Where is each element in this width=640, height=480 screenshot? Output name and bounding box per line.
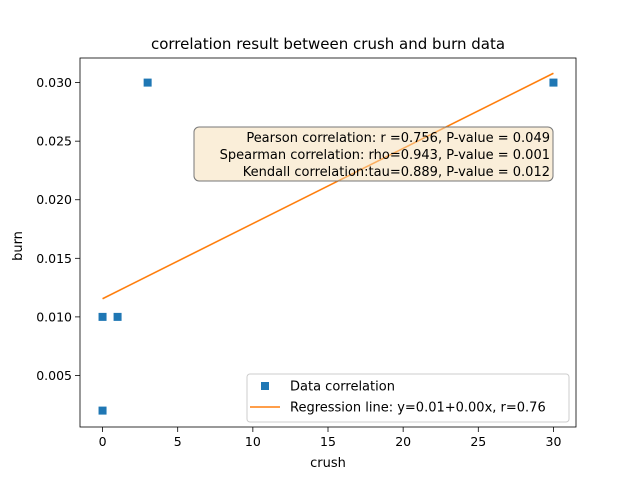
stats-annotation-line: Kendall correlation:tau=0.889, P-value =… [243,165,550,180]
x-tick-label: 15 [320,434,336,449]
x-tick-label: 30 [546,434,562,449]
x-tick-label: 0 [99,434,107,449]
y-tick-label: 0.015 [36,251,72,266]
y-axis-label: burn [11,231,26,261]
x-tick-label: 25 [470,434,486,449]
legend-entry-label: Regression line: y=0.01+0.00x, r=0.76 [290,401,546,416]
data-point [549,78,558,87]
x-tick-label: 10 [245,434,261,449]
axes-background [80,58,576,427]
stats-annotation-box [193,126,554,182]
x-axis-label: crush [310,456,346,471]
x-tick-label: 5 [174,434,182,449]
y-tick-label: 0.025 [36,134,72,149]
chart-title: correlation result between crush and bur… [151,35,505,53]
stats-annotation-line: Spearman correlation: rho=0.943, P-value… [220,148,550,163]
x-tick-label: 20 [395,434,411,449]
legend-entry-label: Data correlation [290,380,395,395]
legend-box [246,373,570,423]
regression-line [102,72,554,300]
y-tick-label: 0.010 [36,309,72,324]
data-point [143,78,152,87]
legend-marker-swatch [261,382,269,390]
data-point [113,312,122,321]
axes-frame [79,57,577,428]
plot-area: 0 5 10 15 20 25 30 0.005 0.010 0.015 0.020 0.025 0.0… [36,57,577,449]
data-point [98,312,107,321]
y-tick-label: 0.005 [36,368,72,383]
data-point [98,406,107,415]
y-tick-label: 0.020 [36,192,72,207]
y-tick-label: 0.030 [36,75,72,90]
stats-annotation-line: Pearson correlation: r =0.756, P-value =… [246,131,550,146]
